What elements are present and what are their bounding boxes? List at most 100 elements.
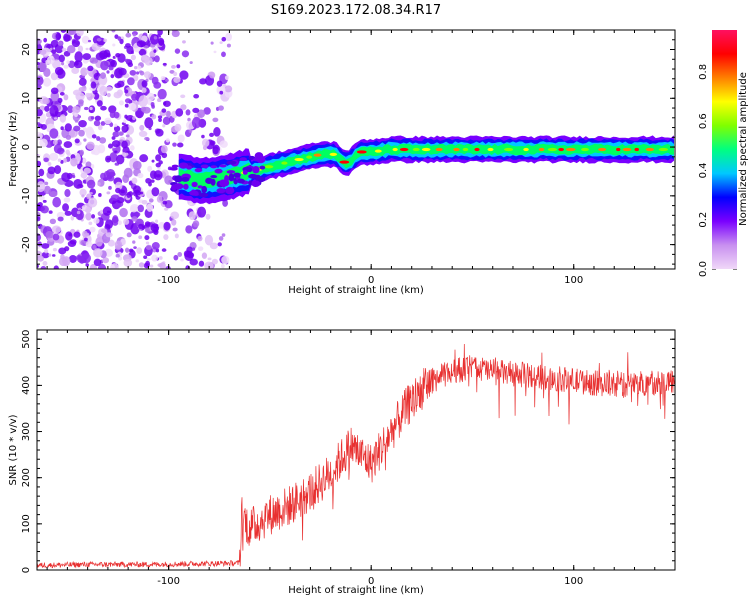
ridge-peak <box>622 147 632 152</box>
noise-speckle <box>71 67 80 74</box>
noise-speckle <box>58 247 67 255</box>
noise-speckle <box>88 221 93 226</box>
noise-speckle <box>124 103 129 108</box>
y-tick-label: 100 <box>21 514 32 533</box>
noise-speckle <box>117 36 122 41</box>
y-tick-label: 500 <box>21 330 32 349</box>
noise-speckle <box>111 30 116 33</box>
y-tick-label: 0 <box>21 144 32 150</box>
ridge-peak <box>399 147 409 152</box>
noise-speckle <box>69 239 77 245</box>
noise-speckle <box>172 142 177 147</box>
ridge-smudge <box>221 179 227 188</box>
noise-speckle <box>179 70 189 80</box>
noise-speckle <box>49 152 59 161</box>
noise-speckle <box>103 170 111 179</box>
noise-speckle <box>73 231 81 238</box>
noise-speckle <box>209 140 216 146</box>
x-tick-label: -100 <box>157 576 180 587</box>
noise-speckle <box>176 64 181 69</box>
noise-speckle <box>63 94 69 101</box>
noise-speckle <box>133 65 138 70</box>
snr-y-ticks: 0 100 200 300 400 500 <box>21 329 675 573</box>
noise-speckle <box>86 141 95 150</box>
ridge-smudge <box>226 160 237 165</box>
noise-speckle <box>199 78 207 85</box>
noise-speckle <box>186 252 195 259</box>
noise-speckle <box>159 262 166 269</box>
noise-speckle <box>78 256 85 264</box>
noise-speckle <box>120 189 125 194</box>
noise-speckle <box>209 71 216 79</box>
noise-speckle <box>116 154 125 165</box>
noise-speckle <box>63 197 71 203</box>
y-tick-label: 300 <box>21 422 32 441</box>
noise-speckle <box>82 158 86 163</box>
noise-speckle <box>61 61 65 66</box>
ridge-smudge <box>225 186 235 195</box>
noise-speckle <box>98 193 102 197</box>
noise-speckle <box>158 256 163 260</box>
noise-speckle <box>37 61 41 66</box>
noise-speckle <box>39 49 47 55</box>
noise-speckle <box>129 206 139 213</box>
ridge-peak <box>339 160 350 164</box>
ridge-peak <box>634 147 639 152</box>
noise-speckle <box>107 239 115 247</box>
noise-speckle <box>37 154 41 157</box>
noise-speckle <box>50 39 59 48</box>
snr-x-axis-label: Height of straight line (km) <box>288 585 424 596</box>
noise-speckle <box>125 43 131 48</box>
noise-speckle <box>123 258 133 267</box>
noise-speckle <box>141 200 148 205</box>
noise-speckle <box>221 36 227 42</box>
noise-speckle <box>90 164 95 169</box>
ridge-peak <box>392 147 398 152</box>
noise-speckle <box>225 32 233 42</box>
noise-speckle <box>51 49 57 55</box>
noise-speckle <box>50 87 59 95</box>
noise-speckle <box>54 66 64 76</box>
noise-speckle <box>132 116 136 121</box>
noise-speckle <box>84 106 89 111</box>
noise-speckle <box>63 157 68 163</box>
ridge-smudge <box>242 170 248 175</box>
noise-speckle <box>153 81 162 89</box>
noise-speckle <box>123 119 127 124</box>
noise-speckle <box>101 228 108 234</box>
noise-speckle <box>62 256 71 267</box>
noise-speckle <box>118 256 123 261</box>
noise-speckle <box>66 60 70 64</box>
noise-speckle <box>45 59 51 65</box>
noise-speckle <box>219 41 223 45</box>
noise-speckle <box>37 109 43 117</box>
noise-speckle <box>95 237 103 247</box>
noise-speckle <box>53 265 59 269</box>
noise-speckle <box>146 203 154 212</box>
noise-speckle <box>221 51 226 58</box>
noise-speckle <box>144 227 150 233</box>
noise-speckle <box>158 117 162 122</box>
noise-speckle <box>129 69 137 76</box>
noise-speckle <box>40 124 47 130</box>
noise-speckle <box>138 95 148 108</box>
noise-speckle <box>112 131 120 138</box>
noise-speckle <box>156 195 163 203</box>
noise-speckle <box>60 126 64 131</box>
noise-speckle <box>203 107 211 115</box>
noise-speckle <box>145 244 152 250</box>
snr-panel: -100 0 100 0 100 200 300 400 500 Height of stra… <box>8 329 676 596</box>
noise-speckle <box>224 75 230 81</box>
noise-speckle <box>105 155 112 163</box>
noise-speckle <box>114 34 119 39</box>
noise-speckle <box>76 30 84 37</box>
noise-speckle <box>169 69 175 74</box>
noise-speckle <box>68 254 77 263</box>
noise-speckle <box>62 203 69 212</box>
noise-speckle <box>191 247 196 251</box>
noise-speckle <box>52 233 60 241</box>
ridge-smudge <box>210 175 218 179</box>
noise-speckle <box>111 140 121 148</box>
